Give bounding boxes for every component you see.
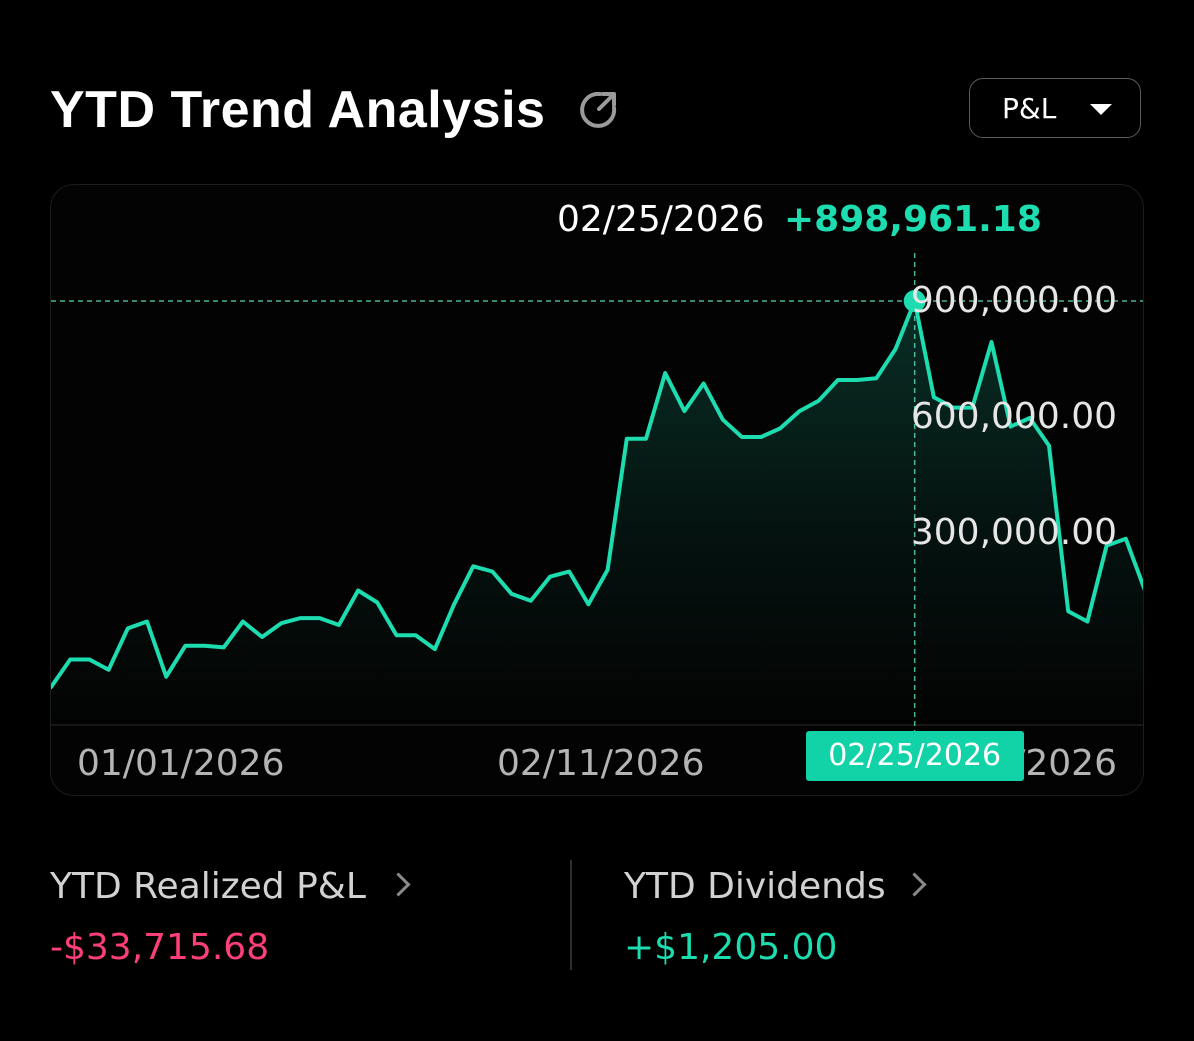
tooltip-date: 02/25/2026 xyxy=(557,199,765,240)
tooltip-value: +898,961.18 xyxy=(784,199,1042,240)
area-fill xyxy=(51,301,1143,725)
x-tick-label: 01/01/2026 xyxy=(77,743,285,784)
chart-plot xyxy=(51,253,1143,745)
selected-date-badge: 02/25/2026 xyxy=(805,731,1024,781)
metric-dropdown-label: P&L xyxy=(1002,92,1057,125)
dividends-value: +$1,205.00 xyxy=(624,927,838,968)
y-tick-label: 600,000.00 xyxy=(910,396,1117,437)
external-share-icon[interactable] xyxy=(578,88,620,130)
realized-pl-value: -$33,715.68 xyxy=(50,927,270,968)
stats-divider xyxy=(570,860,572,970)
chevron-right-icon xyxy=(902,872,927,897)
metric-dropdown[interactable]: P&L xyxy=(969,78,1141,138)
realized-pl-label: YTD Realized P&L xyxy=(50,866,366,907)
dividends-stat[interactable]: YTD Dividends +$1,205.00 xyxy=(624,862,927,968)
caret-down-icon xyxy=(1090,104,1112,115)
y-tick-label: 900,000.00 xyxy=(910,280,1117,321)
page-title: YTD Trend Analysis xyxy=(50,81,546,139)
trend-chart[interactable]: 900,000.00 600,000.00 300,000.00 02/25/2… xyxy=(50,184,1144,796)
pl-series-line xyxy=(51,299,1143,690)
chevron-right-icon xyxy=(386,872,411,897)
selected-point-marker xyxy=(903,290,926,313)
realized-pl-stat[interactable]: YTD Realized P&L -$33,715.68 xyxy=(50,862,411,968)
y-tick-label: 300,000.00 xyxy=(910,512,1117,553)
x-tick-label: 02/11/2026 xyxy=(497,743,705,784)
dividends-label: YTD Dividends xyxy=(624,866,886,907)
